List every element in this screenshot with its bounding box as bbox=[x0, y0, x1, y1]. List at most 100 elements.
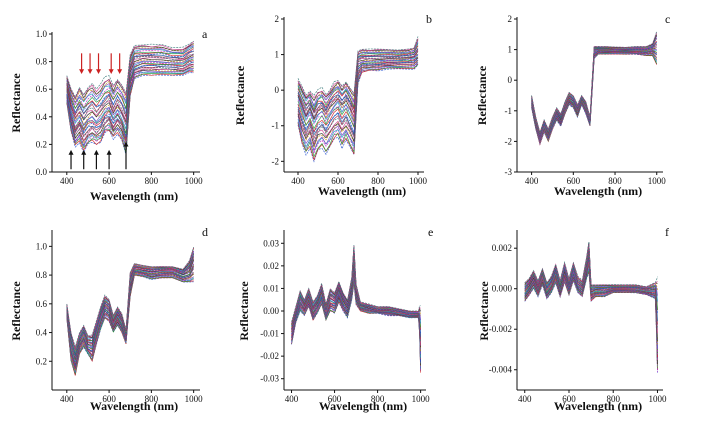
y-tick-label: 1.0 bbox=[36, 29, 48, 39]
spectrum-line bbox=[66, 66, 194, 146]
spectrum-line bbox=[297, 51, 419, 120]
panel-d: 400 600 800 1000 0.2 0.4 0.6 0.8 1.0 Wavelength (… bbox=[9, 225, 208, 413]
y-tick-label: -0.002 bbox=[489, 324, 512, 334]
x-tick-label: 600 bbox=[102, 176, 116, 186]
y-tick-label: -3 bbox=[505, 167, 513, 177]
spectrum-line bbox=[297, 63, 419, 155]
spectrum-line bbox=[66, 57, 194, 130]
y-tick-label: 1 bbox=[275, 50, 280, 60]
spectrum-line bbox=[66, 247, 194, 349]
x-tick-label: 800 bbox=[371, 176, 385, 186]
y-tick-label: 0 bbox=[508, 75, 513, 85]
y-tick-label: 0.2 bbox=[36, 139, 47, 149]
x-axis-title: Wavelength (nm) bbox=[554, 399, 642, 413]
x-tick-label: 1000 bbox=[412, 394, 431, 404]
arrow-up-black-head bbox=[93, 149, 99, 155]
y-tick-label: -0.01 bbox=[260, 329, 279, 339]
spectra-group bbox=[66, 247, 194, 376]
panel-c: 400 600 800 1000 -3 -2 -1 0 1 2 Wavelength (nm) Ref… bbox=[475, 12, 670, 198]
spectrum-line bbox=[66, 46, 194, 108]
x-tick-label: 400 bbox=[285, 394, 299, 404]
x-axis-title: Wavelength (nm) bbox=[318, 184, 406, 198]
y-tick-label: 0.01 bbox=[263, 283, 279, 293]
spectrum-line bbox=[297, 49, 419, 119]
y-axis-title: Reflectance bbox=[237, 281, 251, 341]
spectrum-line bbox=[66, 72, 194, 156]
y-tick-label: 0 bbox=[275, 85, 280, 95]
spectrum-line bbox=[66, 68, 194, 148]
spectrum-line bbox=[291, 244, 421, 322]
spectra-group bbox=[66, 40, 194, 156]
y-tick-label: -0.02 bbox=[260, 351, 279, 361]
spectrum-line bbox=[66, 56, 194, 130]
spectrum-line bbox=[297, 40, 419, 107]
x-tick-label: 400 bbox=[291, 176, 305, 186]
spectrum-line bbox=[297, 56, 419, 133]
y-axis-title: Reflectance bbox=[9, 281, 23, 341]
y-tick-label: 0.0 bbox=[36, 167, 48, 177]
panel-letter: d bbox=[202, 225, 208, 239]
y-axis-title: Reflectance bbox=[9, 73, 23, 133]
x-tick-label: 600 bbox=[331, 176, 345, 186]
y-tick-label: 0.4 bbox=[36, 328, 48, 338]
spectrum-line bbox=[297, 64, 419, 158]
arrow-down-red-head bbox=[79, 69, 85, 75]
x-tick-label: 400 bbox=[60, 176, 74, 186]
x-tick-label: 1000 bbox=[409, 176, 428, 186]
spectrum-line bbox=[524, 255, 658, 355]
spectrum-line bbox=[297, 47, 419, 114]
spectra-group bbox=[291, 244, 421, 373]
spectrum-line bbox=[524, 255, 658, 358]
y-tick-label: 0.002 bbox=[492, 243, 512, 253]
y-tick-label: 2 bbox=[275, 14, 280, 24]
spectra-group bbox=[297, 36, 419, 163]
y-tick-label: 0.00 bbox=[263, 306, 279, 316]
x-tick-label: 400 bbox=[60, 394, 74, 404]
spectrum-line bbox=[297, 60, 419, 147]
y-tick-label: 1 bbox=[508, 45, 513, 55]
x-tick-label: 400 bbox=[518, 394, 532, 404]
x-axis-title: Wavelength (nm) bbox=[554, 184, 642, 198]
arrow-down-red-head bbox=[87, 69, 93, 75]
spectrum-line bbox=[66, 40, 194, 98]
spectrum-line bbox=[524, 249, 658, 355]
spectrum-line bbox=[297, 62, 419, 152]
spectrum-line bbox=[524, 247, 658, 355]
spectrum-line bbox=[291, 248, 421, 330]
y-axis-title: Reflectance bbox=[233, 65, 247, 125]
x-axis-title: Wavelength (nm) bbox=[90, 399, 178, 413]
spectrum-line bbox=[66, 274, 194, 375]
y-tick-label: -0.03 bbox=[260, 374, 279, 384]
spectrum-line bbox=[297, 55, 419, 125]
y-tick-label: 0.03 bbox=[263, 238, 279, 248]
y-tick-label: -0.004 bbox=[489, 365, 513, 375]
spectrum-line bbox=[297, 45, 419, 113]
spectrum-line bbox=[66, 42, 194, 100]
x-tick-label: 800 bbox=[145, 176, 159, 186]
x-tick-label: 600 bbox=[567, 176, 581, 186]
arrow-down-red-head bbox=[117, 69, 123, 75]
y-tick-label: 0.000 bbox=[492, 284, 513, 294]
x-axis-title: Wavelength (nm) bbox=[90, 189, 178, 203]
spectrum-line bbox=[297, 58, 419, 140]
spectra-group bbox=[524, 241, 658, 373]
x-tick-label: 800 bbox=[606, 394, 620, 404]
panel-b: 400 600 800 1000 -2 -1 0 1 2 Wavelength (nm) Refle… bbox=[233, 12, 432, 198]
spectrum-line bbox=[297, 38, 419, 102]
x-tick-label: 800 bbox=[371, 394, 385, 404]
spectrum-line bbox=[66, 64, 194, 142]
x-tick-label: 1000 bbox=[648, 394, 667, 404]
spectrum-line bbox=[66, 53, 194, 121]
arrow-up-black-head bbox=[123, 141, 129, 147]
spectrum-line bbox=[297, 36, 419, 96]
panel-letter: b bbox=[426, 12, 432, 26]
arrow-up-black-head bbox=[81, 149, 87, 155]
spectrum-line bbox=[291, 250, 421, 352]
y-tick-label: -2 bbox=[505, 136, 513, 146]
y-tick-label: -1 bbox=[505, 106, 513, 116]
spectrum-line bbox=[524, 254, 658, 359]
y-tick-label: 0.02 bbox=[263, 261, 279, 271]
arrow-down-red-head bbox=[108, 69, 114, 75]
y-tick-label: -2 bbox=[272, 156, 280, 166]
